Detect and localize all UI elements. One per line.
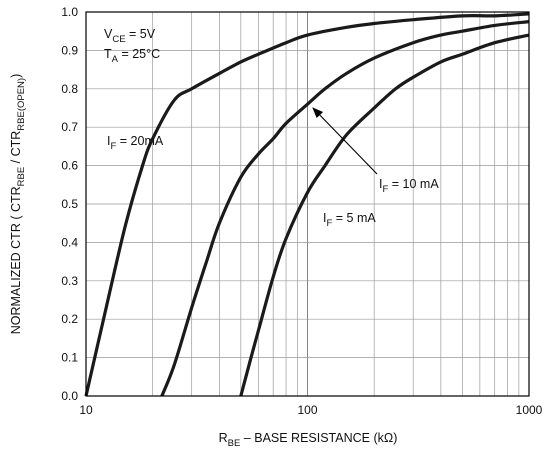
grid [86,12,529,396]
tick-labels: 0.0 0.1 0.2 0.3 0.4 0.5 0.6 0.7 0.8 0.9 1.0 10 100 10… [61,5,542,417]
series-line-if-5ma [239,33,530,397]
y-tick-label: 0.2 [61,312,78,326]
series-label-20ma: IF = 20mA [107,134,164,152]
y-tick-label: 0.7 [61,120,78,134]
series-label-5ma: IF = 5 mA [323,211,376,229]
y-tick-label: 0.0 [61,389,78,403]
y-tick-label: 0.1 [61,351,78,365]
x-axis-label: RBE – BASE RESISTANCE (kΩ) [219,431,398,449]
y-tick-label: 0.6 [61,159,78,173]
x-tick-label: 1000 [516,403,543,417]
y-tick-label: 0.5 [61,197,78,211]
y-tick-label: 0.4 [61,235,78,249]
x-tick-label: 10 [79,403,93,417]
condition-vce: VCE = 5V [104,27,156,45]
y-tick-label: 0.8 [61,82,78,96]
y-tick-label: 0.9 [61,43,78,57]
y-tick-label: 1.0 [61,5,78,19]
x-tick-label: 100 [297,403,317,417]
series-line-if-10ma [160,20,530,397]
y-axis-label: NORMALIZED CTR ( CTRRBE / CTRRBE(OPEN)) [9,74,27,335]
series-label-10ma: IF = 10 mA [379,177,439,195]
y-tick-label: 0.3 [61,274,78,288]
leader-arrow-10ma [312,107,378,175]
series-line-if-20ma [84,12,530,397]
plot-frame [85,11,530,397]
condition-ta: TA = 25°C [104,47,160,65]
series-group [84,12,530,397]
